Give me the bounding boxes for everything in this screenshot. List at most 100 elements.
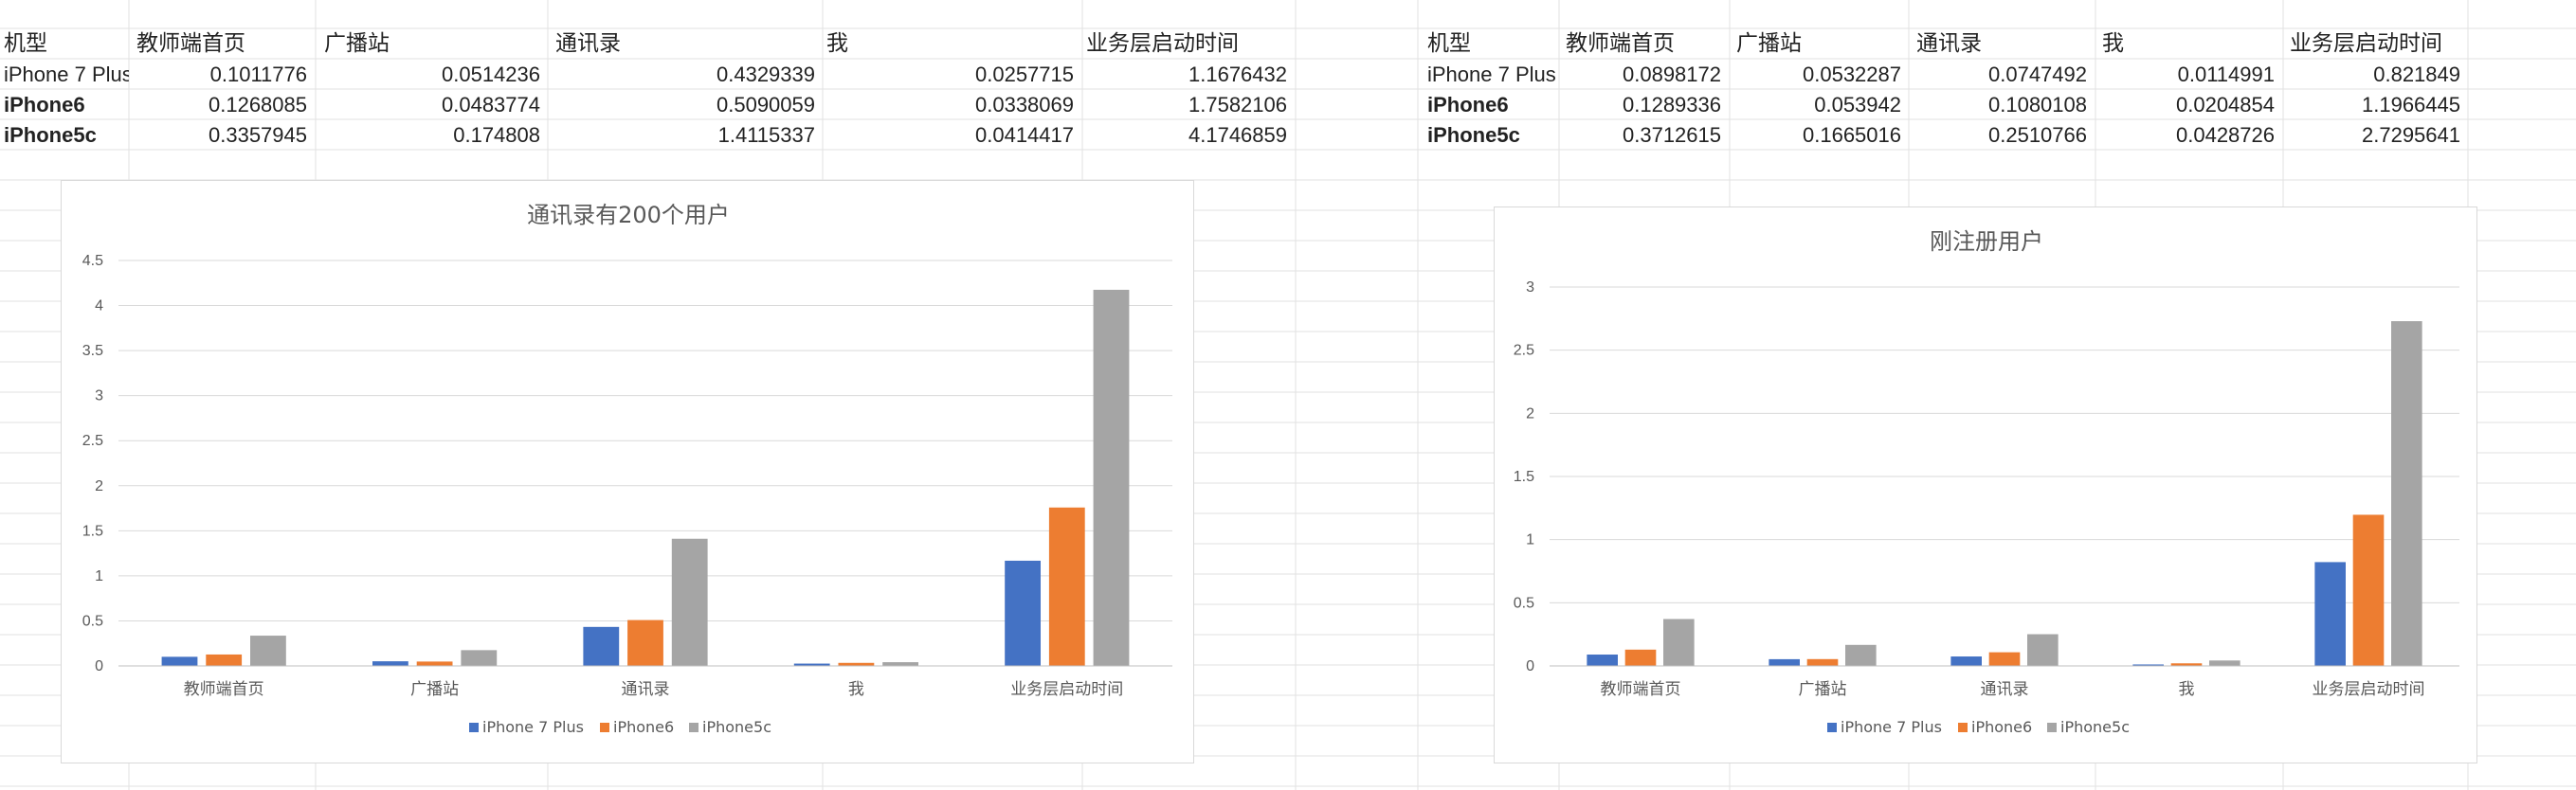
bar-iphone6[interactable] <box>2352 514 2385 666</box>
bar-iphone-7-plus[interactable] <box>1587 655 1618 666</box>
bar-iphone-7-plus[interactable] <box>372 661 408 666</box>
y-tick-label: 2 <box>95 478 103 494</box>
device-name-cell[interactable]: iPhone5c <box>1427 123 1520 147</box>
bar-iphone-7-plus[interactable] <box>1769 658 1800 666</box>
table-value-cell[interactable]: 0.0338069 <box>975 93 1074 117</box>
table-value-cell[interactable]: 0.0747492 <box>1988 63 2087 86</box>
device-name-cell[interactable]: iPhone6 <box>4 93 85 117</box>
bar-iphone5c[interactable] <box>2027 634 2059 666</box>
device-name-cell[interactable]: iPhone5c <box>4 123 97 147</box>
table-header-cell[interactable]: 我 <box>2102 31 2124 56</box>
bar-iphone5c[interactable] <box>1093 289 1130 666</box>
bar-iphone6[interactable] <box>206 654 243 666</box>
bar-iphone5c[interactable] <box>461 650 498 666</box>
bar-iphone6[interactable] <box>2170 663 2203 666</box>
legend-label: iPhone5c <box>2060 718 2130 736</box>
legend-swatch <box>600 723 609 732</box>
table-header-cell[interactable]: 业务层启动时间 <box>2290 31 2442 56</box>
bar-iphone5c[interactable] <box>882 662 919 666</box>
y-tick-label: 1.5 <box>1514 469 1534 485</box>
bar-iphone6[interactable] <box>1806 658 1839 666</box>
table-value-cell[interactable]: 0.0204854 <box>2176 93 2275 117</box>
legend-swatch <box>689 723 698 732</box>
chart-new-users[interactable]: 刚注册用户 0 0.5 1 1.5 2 2.5 3 教师端首页 广播站 通讯录 我 业务层启动时间 iPh… <box>1494 206 2477 763</box>
x-category-label: 通讯录 <box>622 680 670 699</box>
bar-iphone-7-plus[interactable] <box>793 663 830 666</box>
legend-swatch <box>1827 723 1837 732</box>
table-header-cell[interactable]: 教师端首页 <box>1566 31 1675 56</box>
table-value-cell[interactable]: 0.0532287 <box>1803 63 1901 86</box>
table-value-cell[interactable]: 2.7295641 <box>2362 123 2460 147</box>
bar-iphone6[interactable] <box>838 662 875 666</box>
chart-contacts-200-users[interactable]: 通讯录有200个用户 0 0.5 1 1.5 2 2.5 3 3.5 4 4.5 教师端首页 广播站 通讯… <box>61 180 1194 763</box>
bar-iphone-7-plus[interactable] <box>2314 562 2346 666</box>
bar-iphone-7-plus[interactable] <box>1005 560 1041 666</box>
chart-svg: 刚注册用户 0 0.5 1 1.5 2 2.5 3 教师端首页 广播站 通讯录 我 业务层启动时间 iPh… <box>1514 228 2459 736</box>
table-header-cell[interactable]: 机型 <box>4 31 47 56</box>
table-value-cell[interactable]: 0.1011776 <box>209 63 307 86</box>
table-header-cell[interactable]: 通讯录 <box>1916 31 1982 56</box>
table-value-cell[interactable]: 0.2510766 <box>1988 123 2087 147</box>
bar-iphone6[interactable] <box>416 661 453 666</box>
bar-iphone6[interactable] <box>1624 649 1657 666</box>
legend-item[interactable]: iPhone6 <box>600 718 674 736</box>
table-value-cell[interactable]: 0.3712615 <box>1623 123 1721 147</box>
bar-iphone5c[interactable] <box>2391 321 2422 666</box>
table-header-cell[interactable]: 业务层启动时间 <box>1086 31 1239 56</box>
table-header-cell[interactable]: 广播站 <box>1736 31 1802 56</box>
table-value-cell[interactable]: 0.1665016 <box>1803 123 1901 147</box>
table-value-cell[interactable]: 0.1080108 <box>1988 93 2087 117</box>
table-value-cell[interactable]: 0.0483774 <box>442 93 540 117</box>
table-value-cell[interactable]: 0.3357945 <box>209 123 307 147</box>
legend-item[interactable]: iPhone5c <box>2047 718 2130 736</box>
bar-iphone-7-plus[interactable] <box>2132 664 2164 666</box>
legend-item[interactable]: iPhone 7 Plus <box>1827 718 1942 736</box>
device-name-cell[interactable]: iPhone 7 Plus <box>1427 63 1556 86</box>
table-value-cell[interactable]: 0.5090059 <box>717 93 815 117</box>
table-value-cell[interactable]: 0.1268085 <box>209 93 307 117</box>
table-value-cell[interactable]: 0.1289336 <box>1623 93 1721 117</box>
bar-iphone5c[interactable] <box>1663 619 1695 666</box>
table-value-cell[interactable]: 0.053942 <box>1814 93 1901 117</box>
bar-iphone6[interactable] <box>627 619 663 666</box>
legend-item[interactable]: iPhone5c <box>689 718 771 736</box>
table-header-cell[interactable]: 广播站 <box>324 31 390 56</box>
bar-iphone-7-plus[interactable] <box>583 626 620 666</box>
x-category-label: 业务层启动时间 <box>2313 680 2425 699</box>
table-header-cell[interactable]: 通讯录 <box>555 31 621 56</box>
bar-iphone5c[interactable] <box>2209 660 2240 666</box>
table-value-cell[interactable]: 1.1676432 <box>1188 63 1287 86</box>
y-tick-label: 4.5 <box>82 253 103 269</box>
table-value-cell[interactable]: 0.0428726 <box>2176 123 2275 147</box>
table-header-cell[interactable]: 我 <box>826 31 848 56</box>
device-name-cell[interactable]: iPhone6 <box>1427 93 1509 117</box>
y-tick-label: 0.5 <box>82 613 103 629</box>
table-header-cell[interactable]: 机型 <box>1427 31 1471 56</box>
table-value-cell[interactable]: 0.0514236 <box>442 63 540 86</box>
table-header-cell[interactable]: 教师端首页 <box>136 31 245 56</box>
table-value-cell[interactable]: 0.0898172 <box>1623 63 1721 86</box>
table-value-cell[interactable]: 0.0257715 <box>975 63 1074 86</box>
bar-iphone-7-plus[interactable] <box>161 656 198 666</box>
table-value-cell[interactable]: 1.1966445 <box>2362 93 2460 117</box>
bar-iphone5c[interactable] <box>671 538 708 666</box>
device-name-cell[interactable]: iPhone 7 Plus <box>4 63 129 86</box>
table-value-cell[interactable]: 0.0414417 <box>975 123 1074 147</box>
table-value-cell[interactable]: 0.4329339 <box>717 63 815 86</box>
table-value-cell[interactable]: 4.1746859 <box>1188 123 1287 147</box>
bar-iphone-7-plus[interactable] <box>1950 656 1982 666</box>
y-tick-label: 0 <box>1526 658 1534 674</box>
table-value-cell[interactable]: 1.4115337 <box>717 123 815 147</box>
bar-iphone6[interactable] <box>1988 652 2021 666</box>
table-value-cell[interactable]: 0.0114991 <box>2177 63 2275 86</box>
bar-iphone6[interactable] <box>1048 507 1085 666</box>
bar-iphone5c[interactable] <box>1845 644 1877 666</box>
table-value-cell[interactable]: 0.821849 <box>2373 63 2460 86</box>
chart-title: 刚注册用户 <box>1930 228 2043 255</box>
legend-item[interactable]: iPhone6 <box>1958 718 2032 736</box>
x-category-label: 教师端首页 <box>1601 680 1681 699</box>
table-value-cell[interactable]: 0.174808 <box>453 123 540 147</box>
table-value-cell[interactable]: 1.7582106 <box>1188 93 1287 117</box>
legend-item[interactable]: iPhone 7 Plus <box>469 718 584 736</box>
bar-iphone5c[interactable] <box>250 636 286 666</box>
